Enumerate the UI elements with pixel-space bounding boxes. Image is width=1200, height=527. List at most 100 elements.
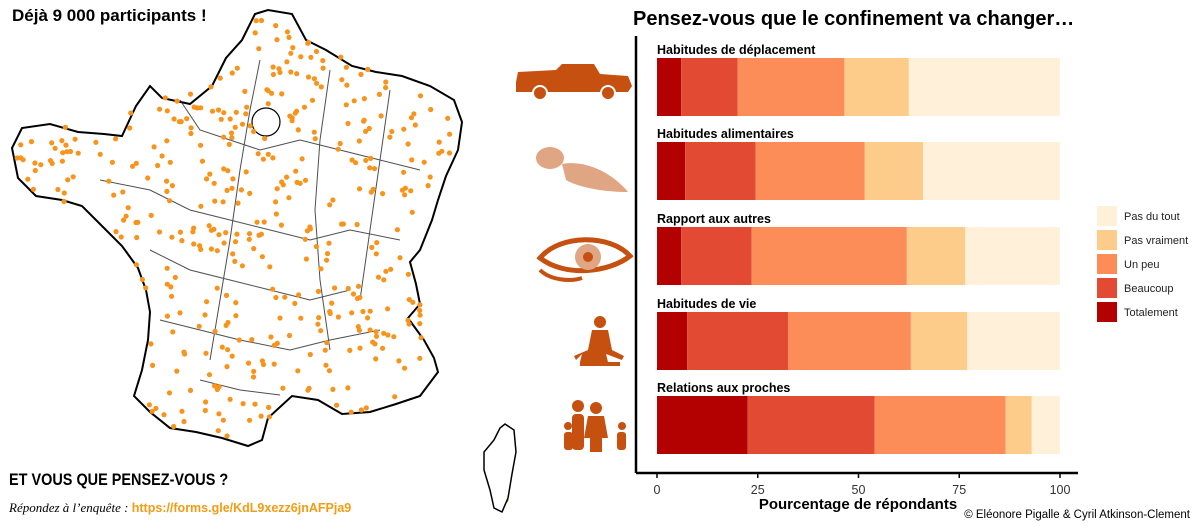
bar-segment bbox=[751, 227, 907, 285]
participant-dot bbox=[368, 155, 374, 161]
participant-dot bbox=[401, 126, 407, 132]
participant-dot bbox=[274, 186, 280, 192]
participant-dot bbox=[274, 37, 280, 43]
participant-dot bbox=[270, 155, 276, 161]
participant-dot bbox=[315, 321, 321, 327]
participant-dot bbox=[220, 417, 226, 423]
participant-dot bbox=[52, 145, 58, 151]
participant-dot bbox=[335, 314, 341, 320]
participant-dot bbox=[227, 116, 233, 122]
participant-dot bbox=[187, 91, 194, 97]
survey-link[interactable]: https://forms.gle/KdL9xezz6jnAFPja9 bbox=[131, 501, 352, 515]
participant-dot bbox=[123, 213, 129, 219]
participant-dot bbox=[265, 151, 271, 157]
stacked-bar-chart: Habitudes de déplacement Habitudes alimen… bbox=[634, 36, 1078, 513]
participant-dot bbox=[230, 176, 236, 182]
participant-dot bbox=[224, 364, 230, 370]
participant-dot bbox=[191, 225, 197, 231]
participant-dot bbox=[228, 130, 235, 136]
participant-dot bbox=[284, 59, 290, 65]
participant-dot bbox=[229, 70, 235, 76]
credit-text: © Eléonore Pigalle & Cyril Atkinson-Clem… bbox=[964, 509, 1190, 521]
participant-dot bbox=[60, 150, 66, 156]
participant-dot bbox=[284, 29, 290, 35]
participant-dot bbox=[340, 221, 346, 227]
x-tick-label: 50 bbox=[852, 483, 866, 497]
participant-dot bbox=[303, 256, 309, 262]
participant-dot bbox=[197, 243, 203, 249]
participant-dot bbox=[256, 46, 262, 52]
participant-dot bbox=[65, 177, 71, 183]
participant-dot bbox=[334, 402, 340, 408]
participant-dot bbox=[259, 358, 265, 364]
participant-dot bbox=[148, 212, 154, 218]
participant-dot bbox=[327, 309, 333, 315]
participant-dot bbox=[198, 142, 204, 148]
participant-dot bbox=[383, 79, 389, 85]
participant-dot bbox=[376, 91, 382, 97]
legend-swatch bbox=[1097, 254, 1117, 274]
participant-dot bbox=[394, 227, 400, 233]
participant-dot bbox=[240, 401, 246, 407]
legend-swatch bbox=[1097, 230, 1117, 250]
participant-dot bbox=[436, 139, 442, 145]
bar-segment bbox=[965, 227, 1060, 285]
category-icons bbox=[516, 64, 634, 452]
participant-dot bbox=[258, 413, 264, 419]
bar-segment bbox=[657, 142, 686, 200]
participant-dot bbox=[206, 223, 212, 229]
participant-dot bbox=[191, 241, 197, 247]
legend-swatch bbox=[1097, 302, 1117, 322]
participant-dot bbox=[266, 414, 272, 420]
participant-dot bbox=[243, 111, 249, 117]
participant-dot bbox=[279, 179, 285, 185]
participant-dot bbox=[296, 292, 302, 298]
participant-dot bbox=[236, 337, 242, 343]
participant-dot bbox=[215, 107, 222, 113]
participant-dot bbox=[373, 329, 379, 335]
participant-dot bbox=[392, 394, 398, 400]
participant-dot bbox=[224, 433, 230, 439]
participant-dot bbox=[113, 136, 119, 142]
participant-dot bbox=[145, 175, 151, 181]
participant-dot bbox=[409, 209, 415, 215]
participant-dot bbox=[164, 281, 170, 287]
x-tick-label: 100 bbox=[1050, 483, 1071, 497]
participant-dot bbox=[278, 222, 284, 228]
participant-dot bbox=[204, 176, 210, 182]
participant-dot bbox=[345, 120, 351, 127]
participant-dot bbox=[357, 345, 363, 351]
participant-dot bbox=[266, 404, 272, 410]
participant-dot bbox=[212, 328, 218, 334]
participant-dot bbox=[316, 315, 322, 321]
participant-dot bbox=[381, 277, 387, 283]
participant-dot bbox=[286, 195, 292, 201]
participant-dot bbox=[179, 238, 185, 244]
participant-dot bbox=[371, 166, 378, 172]
participant-dot bbox=[289, 118, 295, 124]
participant-dot bbox=[312, 136, 318, 142]
chart-title: Pensez-vous que le confinement va change… bbox=[633, 8, 1075, 30]
legend-label: Beaucoup bbox=[1124, 283, 1174, 295]
participant-dot bbox=[417, 307, 423, 314]
participant-dot bbox=[332, 285, 338, 291]
participant-dot bbox=[247, 190, 253, 196]
participant-dot bbox=[61, 198, 67, 204]
bar-segment bbox=[967, 312, 1060, 370]
participant-dot bbox=[164, 178, 170, 184]
participant-dot bbox=[233, 109, 239, 115]
participant-dot bbox=[204, 299, 210, 305]
participant-dot bbox=[417, 93, 424, 99]
participant-dot bbox=[350, 291, 357, 297]
participant-dot bbox=[367, 327, 373, 333]
participant-dot bbox=[252, 30, 258, 36]
participant-dot bbox=[169, 234, 175, 240]
participant-dot bbox=[93, 139, 99, 145]
participant-dot bbox=[113, 229, 119, 235]
meditation-icon bbox=[574, 316, 624, 366]
participant-dot bbox=[322, 347, 328, 353]
participant-dot bbox=[188, 130, 194, 137]
participant-dot bbox=[232, 124, 238, 130]
participant-dot bbox=[171, 423, 177, 430]
participant-dot bbox=[268, 334, 274, 340]
